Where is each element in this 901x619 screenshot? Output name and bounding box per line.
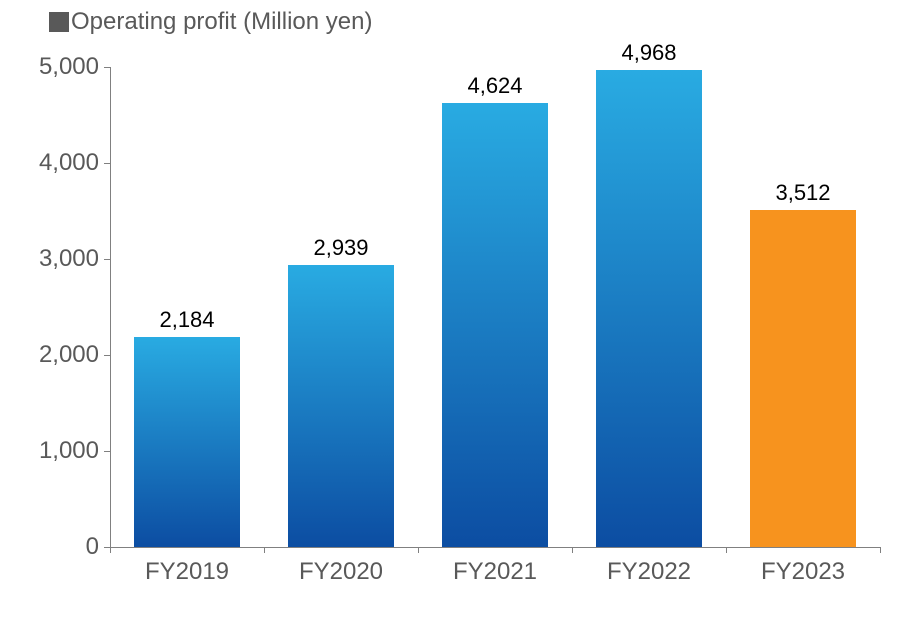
bar — [288, 265, 394, 547]
bar — [750, 210, 856, 547]
operating-profit-chart: Operating profit (Million yen) 0 1,000 2,0… — [0, 0, 901, 619]
y-axis-label: 0 — [9, 533, 99, 561]
x-axis-label: FY2021 — [453, 558, 537, 586]
y-axis-label: 2,000 — [9, 341, 99, 369]
y-tick — [104, 259, 110, 260]
y-tick — [104, 163, 110, 164]
y-axis-label: 3,000 — [9, 245, 99, 273]
x-tick — [418, 547, 419, 553]
y-tick — [104, 355, 110, 356]
bar-value-label: 2,939 — [313, 235, 368, 261]
y-axis-label: 4,000 — [9, 149, 99, 177]
bar-value-label: 3,512 — [775, 180, 830, 206]
x-tick — [880, 547, 881, 553]
x-tick — [572, 547, 573, 553]
y-tick — [104, 67, 110, 68]
x-axis — [110, 547, 880, 548]
y-tick — [104, 451, 110, 452]
bar-value-label: 2,184 — [159, 307, 214, 333]
chart-legend: Operating profit (Million yen) — [49, 8, 372, 36]
bar-value-label: 4,968 — [621, 40, 676, 66]
x-tick — [110, 547, 111, 553]
bar — [596, 70, 702, 547]
bar — [134, 337, 240, 547]
plot-area — [110, 67, 880, 547]
x-axis-label: FY2023 — [761, 558, 845, 586]
y-axis-label: 5,000 — [9, 53, 99, 81]
x-tick — [264, 547, 265, 553]
legend-text: Operating profit (Million yen) — [71, 8, 372, 36]
x-axis-label: FY2019 — [145, 558, 229, 586]
bar-value-label: 4,624 — [467, 73, 522, 99]
bar — [442, 103, 548, 547]
x-tick — [726, 547, 727, 553]
y-axis-label: 1,000 — [9, 437, 99, 465]
x-axis-label: FY2022 — [607, 558, 691, 586]
x-axis-label: FY2020 — [299, 558, 383, 586]
legend-swatch — [49, 12, 69, 32]
